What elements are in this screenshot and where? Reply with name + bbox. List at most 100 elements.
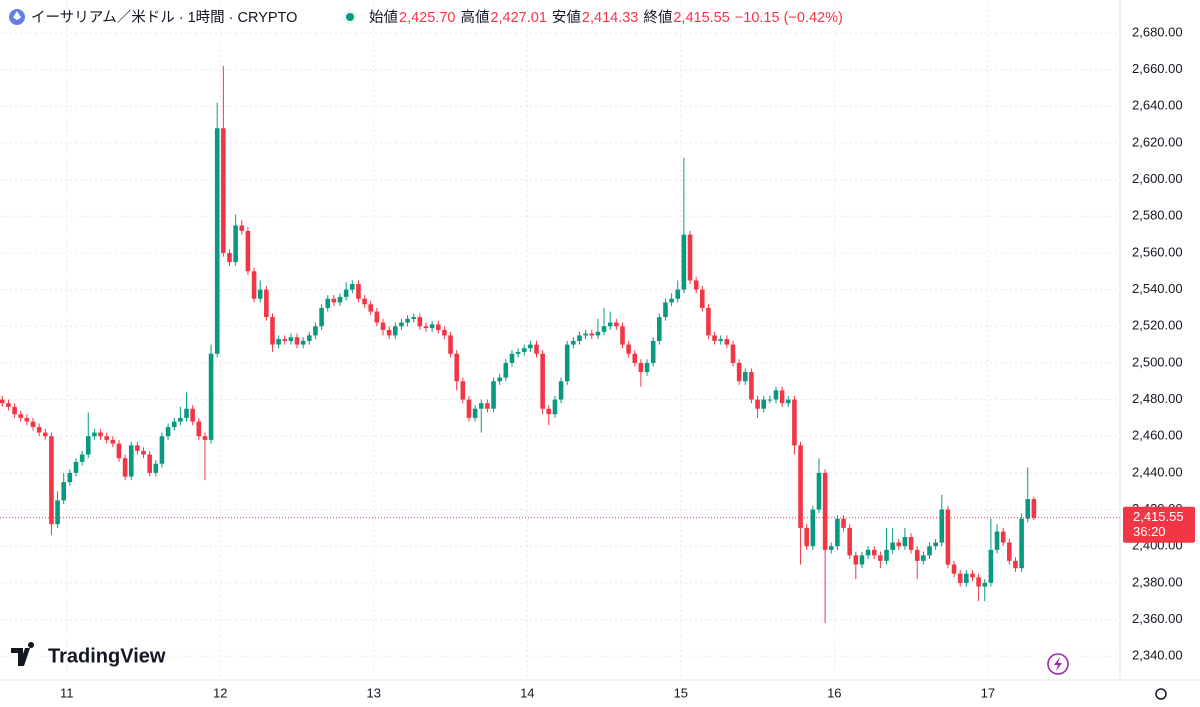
chart-title: イーサリアム／米ドル · 1時間 · CRYPTO <box>31 9 297 26</box>
candle-body <box>153 463 159 473</box>
candle-body <box>110 439 116 444</box>
candle-body <box>221 128 226 253</box>
candle-body <box>626 344 631 354</box>
candle-body <box>571 340 576 345</box>
candle-body <box>485 403 490 409</box>
x-tick-label: 11 <box>60 685 74 700</box>
candle-body <box>675 289 681 299</box>
candle-body <box>128 445 134 477</box>
candle-body <box>368 304 374 312</box>
candle-body <box>841 518 846 528</box>
lightning-button[interactable] <box>1047 653 1069 675</box>
candle-body <box>1031 499 1037 518</box>
y-tick-label: 2,360.00 <box>1132 611 1183 626</box>
candle-body <box>792 399 797 446</box>
y-tick-label: 2,480.00 <box>1132 391 1183 406</box>
x-tick-label: 14 <box>520 685 534 700</box>
candle-body <box>362 298 367 305</box>
y-tick-label: 2,460.00 <box>1132 428 1183 443</box>
candle-body <box>331 298 337 303</box>
candle-body <box>239 225 245 231</box>
candle-body <box>122 458 128 477</box>
candle-body <box>534 344 539 354</box>
candle-body <box>982 582 988 587</box>
candle-body <box>380 322 386 330</box>
candle-body <box>1000 531 1006 543</box>
candle-body <box>454 353 459 382</box>
x-tick-label: 12 <box>213 685 227 700</box>
candle-body <box>620 326 625 345</box>
candle-body <box>202 436 208 440</box>
candle-body <box>350 284 355 290</box>
candle-body <box>878 555 883 561</box>
y-tick-label: 2,660.00 <box>1132 61 1183 76</box>
candle-body <box>1013 560 1018 569</box>
candle-body <box>614 322 619 327</box>
candle-body <box>1007 542 1012 561</box>
candle-body <box>196 421 202 437</box>
candle-body <box>190 408 195 422</box>
y-tick-label: 2,340.00 <box>1132 648 1183 663</box>
candle-body <box>386 329 392 336</box>
candle-body <box>411 317 417 319</box>
candle-body <box>828 546 834 550</box>
candle-body <box>779 390 785 404</box>
grid <box>0 0 1120 680</box>
candle-body <box>669 298 674 303</box>
y-tick-label: 2,640.00 <box>1132 98 1183 113</box>
candle-body <box>718 339 724 341</box>
legend-value: 2,425.70 <box>399 10 455 26</box>
settings-button[interactable] <box>1155 688 1167 700</box>
legend-value: 2,414.33 <box>582 10 638 26</box>
candle-body <box>214 128 220 354</box>
candle-body <box>251 271 257 299</box>
candle-body <box>0 399 5 404</box>
candle-body <box>435 324 441 330</box>
candle-body <box>736 362 742 382</box>
candle-body <box>319 307 324 327</box>
candle-body <box>933 542 938 547</box>
candle-body <box>171 421 177 428</box>
candle-body <box>988 549 994 583</box>
candle-body <box>392 326 398 336</box>
eth-icon <box>13 11 21 20</box>
candle-body <box>30 421 36 428</box>
candle-body <box>650 340 656 363</box>
candle-body <box>227 252 232 263</box>
candle-body <box>288 337 294 341</box>
candle-body <box>1019 518 1024 569</box>
candle-body <box>67 472 73 483</box>
candle-body <box>994 531 1000 550</box>
ohlc-legend: 始値 2,425.70 高値 2,427.01 安値 2,414.33 終値 2,415.55… <box>369 9 843 26</box>
candle-body <box>24 417 30 422</box>
y-tick-label: 2,500.00 <box>1132 354 1183 369</box>
candles <box>0 65 1120 624</box>
candle-body <box>730 344 736 363</box>
candle-body <box>970 573 975 578</box>
candle-body <box>442 329 447 336</box>
x-tick-label: 17 <box>981 685 995 700</box>
candle-body <box>478 403 484 409</box>
y-tick-label: 2,560.00 <box>1132 244 1183 259</box>
candle-body <box>577 335 582 341</box>
candle-body <box>417 317 423 327</box>
legend-label: 高値 <box>460 9 489 26</box>
candle-body <box>712 335 717 341</box>
candle-body <box>908 537 914 550</box>
legend-label: 終値 <box>643 9 672 26</box>
candle-body <box>607 322 613 327</box>
candle-body <box>755 399 760 409</box>
candle-body <box>73 461 79 473</box>
candle-body <box>270 317 275 345</box>
candle-body <box>871 549 877 556</box>
candle-body <box>282 339 288 341</box>
candle-body <box>116 443 122 459</box>
candle-body <box>589 333 595 336</box>
candle-body <box>79 454 85 462</box>
candle-body <box>638 362 644 373</box>
candle-body <box>951 564 957 574</box>
candle-body <box>693 280 699 290</box>
y-tick-label: 2,620.00 <box>1132 134 1183 149</box>
candle-body <box>945 509 951 565</box>
candle-body <box>405 318 410 323</box>
